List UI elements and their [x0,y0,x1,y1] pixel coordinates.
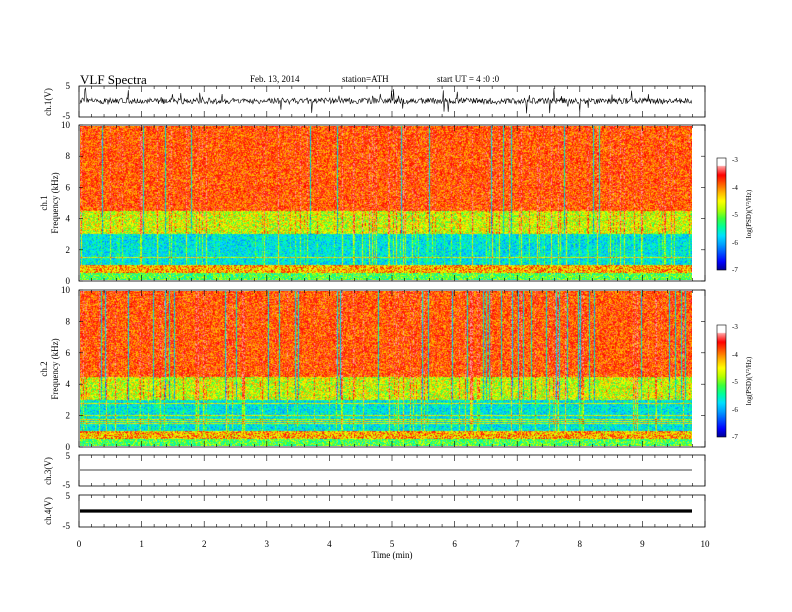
x-tick-label: 5 [390,539,395,549]
station-label: station=ATH [342,74,389,84]
ch1-waveform-trace [79,87,693,114]
x-tick-label: 9 [640,539,645,549]
ch1-cbar-tick: -6 [732,239,738,247]
ch2-spectrogram-panel: 0 2 4 6 8 10 ch.2 Frequency (kHz) -3 -4 -5 -6… [39,285,753,452]
ch1-cbar-tick: -3 [732,156,738,164]
spectrogram-ytick-label: 0 [66,276,71,286]
x-tick-label: 1 [139,539,144,549]
ch2-colorbar-gradient [717,325,726,437]
spectrogram-ytick-label: 8 [66,151,71,161]
spectrogram-ytick-label: 4 [66,214,71,224]
ch1-spectrogram-ylabel: Frequency (kHz) [50,172,60,233]
date-label: Feb. 13, 2014 [250,74,300,84]
ch1-colorbar: -3 -4 -5 -6 -7 log(PSD)(V²/Hz) [716,156,753,274]
ch4-waveform-ylabel: ch.4(V) [43,497,53,525]
ch1-waveform-panel: 5 -5 ch.1(V) [43,81,706,121]
ch4-waveform-panel: 5 -5 ch.4(V) [43,491,706,531]
x-tick-label: 0 [77,539,82,549]
ch1-spectrogram-image [80,126,692,280]
ch2-spectrogram-ylabel: Frequency (kHz) [50,338,60,399]
x-tick-label: 2 [202,539,207,549]
ch4-ytick-bottom: -5 [63,521,71,531]
spectrogram-ytick-label: 8 [66,316,71,326]
x-tick-label: 6 [452,539,457,549]
ch1-cbar-tick: -4 [732,184,738,192]
ch2-cbar-tick: -3 [732,323,738,331]
figure-title: VLF Spectra [80,72,147,87]
ch3-ytick-bottom: -5 [63,480,71,490]
ch2-colorbar-label: log(PSD)(V²/Hz) [745,356,753,405]
ch2-cbar-tick: -7 [732,433,738,441]
ch1-cbar-tick: -7 [732,266,738,274]
spectrogram-ytick-label: 4 [66,379,71,389]
ch1-spectrogram-channel-label: ch.1 [39,195,49,210]
ch1-spectrogram-panel: 0 2 4 6 8 10 ch.1 Frequency (kHz) -3 -4 -5 -6… [39,120,753,286]
ch1-cbar-tick: -5 [732,211,738,219]
ch2-cbar-tick: -5 [732,378,738,386]
x-axis-label: Time (min) [372,550,413,560]
ch1-ytick-top: 5 [66,81,71,91]
spectrogram-ytick-label: 10 [61,285,71,295]
ch4-ytick-top: 5 [66,491,71,501]
x-tick-label: 7 [515,539,520,549]
ch2-spectrogram-image [80,291,692,446]
time-axis-ticks [78,86,706,527]
ch1-ytick-bottom: -5 [63,111,71,121]
start-time-label: start UT = 4 :0 :0 [437,74,500,84]
spectrogram-ytick-label: 2 [66,411,71,421]
ch2-spectrogram-channel-label: ch.2 [39,361,49,376]
ch1-waveform-ylabel: ch.1(V) [43,88,53,116]
spectrogram-ytick-label: 2 [66,245,71,255]
x-tick-label: 10 [701,539,711,549]
ch3-waveform-ylabel: ch.3(V) [43,457,53,485]
spectrogram-ytick-label: 0 [66,442,71,452]
x-tick-label: 8 [578,539,583,549]
ch1-colorbar-gradient [717,158,726,270]
x-tick-label: 3 [265,539,270,549]
ch1-colorbar-label: log(PSD)(V²/Hz) [745,189,753,238]
x-axis: 0 1 2 3 4 5 6 7 8 9 10 Time (min) [77,539,710,560]
ch3-ytick-top: 5 [66,451,71,461]
spectrogram-ytick-label: 6 [66,348,71,358]
ch3-waveform-panel: 5 -5 ch.3(V) [43,451,706,490]
spectrogram-ytick-label: 6 [66,182,71,192]
spectrogram-ytick-label: 10 [61,120,71,130]
x-tick-label: 4 [327,539,332,549]
ch2-cbar-tick: -6 [732,406,738,414]
ch2-colorbar: -3 -4 -5 -6 -7 log(PSD)(V²/Hz) [716,323,753,441]
ch2-cbar-tick: -4 [732,351,738,359]
